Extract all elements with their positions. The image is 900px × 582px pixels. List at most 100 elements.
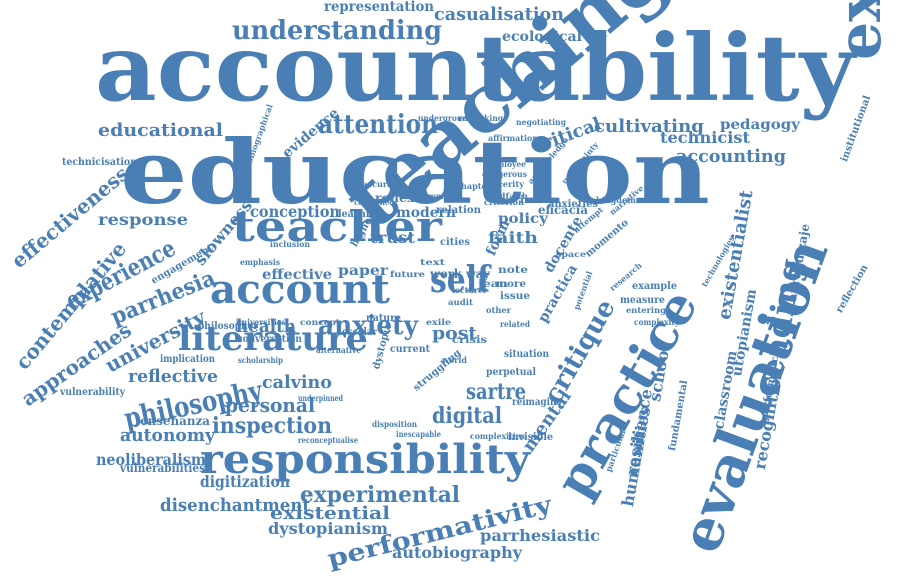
word-alternative: alternative xyxy=(316,345,361,355)
word-philosopher: philosopher xyxy=(198,321,258,332)
word-technicist: technicist xyxy=(660,128,750,147)
word-digitization: digitization xyxy=(200,472,290,491)
word-concept: concept xyxy=(300,317,340,327)
word-inspection: inspection xyxy=(212,413,332,439)
word-vulnerability: vulnerability xyxy=(60,387,125,398)
word-universities: universities xyxy=(236,317,286,327)
word-appropriate: appropriate xyxy=(414,191,459,201)
word-perpetual: perpetual xyxy=(486,367,536,378)
word-representation: representation xyxy=(324,0,434,15)
word-concerned: concerned xyxy=(354,197,394,207)
word-learning: learning xyxy=(338,209,383,220)
word-nature: nature xyxy=(366,313,401,324)
word-modern: modern xyxy=(396,205,456,221)
word-paper: paper xyxy=(338,263,388,279)
word-more: more xyxy=(496,279,526,290)
word-cities: cities xyxy=(440,237,470,248)
word-education: education xyxy=(120,120,710,224)
word-autobiography: autobiography xyxy=(392,543,522,562)
word-accountability: accountability xyxy=(95,14,855,122)
word-audit: audit xyxy=(448,297,473,307)
word-health: health xyxy=(236,316,296,337)
word-cultivating: cultivating xyxy=(594,116,704,137)
word-measure: measure xyxy=(620,295,665,306)
word-existentialism: existentialism xyxy=(825,0,895,60)
word-sincerity: sincerity xyxy=(484,179,524,189)
word-post: post xyxy=(432,323,477,344)
word-literature: literature xyxy=(178,319,368,359)
word-employee: employee xyxy=(486,159,526,169)
word-reimagine: reimagine xyxy=(512,397,562,408)
word-sartre: sartre xyxy=(466,379,526,405)
word-situation: situation xyxy=(504,349,549,360)
word-parrhesiastic: parrhesiastic xyxy=(480,526,600,545)
word-eficacia: eficacia xyxy=(538,203,588,217)
word-current: current xyxy=(390,344,430,355)
word-affirmation: affirmation xyxy=(488,133,538,143)
word-anxiety: anxiety xyxy=(318,311,418,341)
word-practica: practica xyxy=(535,261,582,326)
word-implication: implication xyxy=(160,354,215,365)
word-criterion: criterion xyxy=(484,197,524,207)
word-jean: jean xyxy=(478,279,508,290)
word-disenchantment: disenchantment xyxy=(160,495,310,516)
word-complexity: complexity xyxy=(634,317,679,327)
word-scholarship: scholarship xyxy=(238,355,283,365)
word-conversation: conversation xyxy=(237,334,302,345)
word-underpinned: underpinned xyxy=(298,393,343,403)
word-escolar: escolar xyxy=(342,327,377,338)
word-chapter: chapter xyxy=(456,181,491,191)
word-technicisation: technicisation xyxy=(62,157,137,168)
word-reflective: reflective xyxy=(128,366,218,387)
word-accuracy: accuracy xyxy=(362,179,402,189)
word-text: text xyxy=(420,257,445,267)
word-inescapable: inescapable xyxy=(396,429,441,439)
word-emphasis: emphasis xyxy=(240,257,280,267)
word-anxieties: anxieties xyxy=(548,199,598,210)
word-related: related xyxy=(500,319,530,329)
word-issue: issue xyxy=(500,291,530,302)
word-reflexiva: reflexiva xyxy=(375,191,435,205)
word-effective: effective xyxy=(262,267,332,283)
word-world: world xyxy=(442,355,467,365)
word-policy: policy xyxy=(498,211,548,227)
word-attention: attention xyxy=(318,110,438,140)
word-existential: existential xyxy=(270,503,390,524)
word-work-way: work way xyxy=(430,267,490,281)
word-dystopianism: dystopianism xyxy=(268,519,388,538)
word-pedagogy: pedagogy xyxy=(720,117,800,133)
word-reconceptualise: reconceptualise xyxy=(298,435,358,445)
word-exile: exile xyxy=(426,317,451,327)
word-accounting: accounting xyxy=(676,146,786,167)
word-future: future xyxy=(390,269,425,279)
word-complexities: complexities xyxy=(470,431,525,441)
word-involve: involve xyxy=(520,195,560,206)
word-autonomy: autonomy xyxy=(120,425,215,446)
word-note: note xyxy=(498,265,528,276)
word-example: example xyxy=(632,281,677,292)
word-trust: trust xyxy=(370,228,415,247)
word-neoliberalism: neoliberalism xyxy=(96,450,206,469)
word-ecological: ecological xyxy=(502,29,582,45)
word-casualisation: casualisation xyxy=(434,4,564,25)
word-entering: entering xyxy=(626,305,666,315)
word-crisis: crisis xyxy=(452,335,487,346)
word-lecturer: lecturer xyxy=(452,285,487,295)
word-space: space xyxy=(556,249,586,259)
word-conception: conception xyxy=(250,202,340,221)
word-fundamental: fundamental xyxy=(667,379,691,452)
word-self: self xyxy=(430,259,490,301)
word-response: response xyxy=(98,210,188,229)
word-understanding: understanding xyxy=(232,16,442,46)
word-kingdom: kingdom xyxy=(596,195,636,205)
word-inclusion: inclusion xyxy=(270,239,310,249)
word-disposition: disposition xyxy=(372,419,417,429)
word-evaluation: evaluation xyxy=(667,230,842,561)
word-momento: momento xyxy=(583,217,631,260)
word-digital: digital xyxy=(432,403,502,429)
word-educational: educational xyxy=(98,120,223,141)
word-relation: relation xyxy=(436,205,481,216)
word-vulnerabilities: vulnerabilities xyxy=(120,461,205,475)
word-calvino: calvino xyxy=(262,372,332,393)
